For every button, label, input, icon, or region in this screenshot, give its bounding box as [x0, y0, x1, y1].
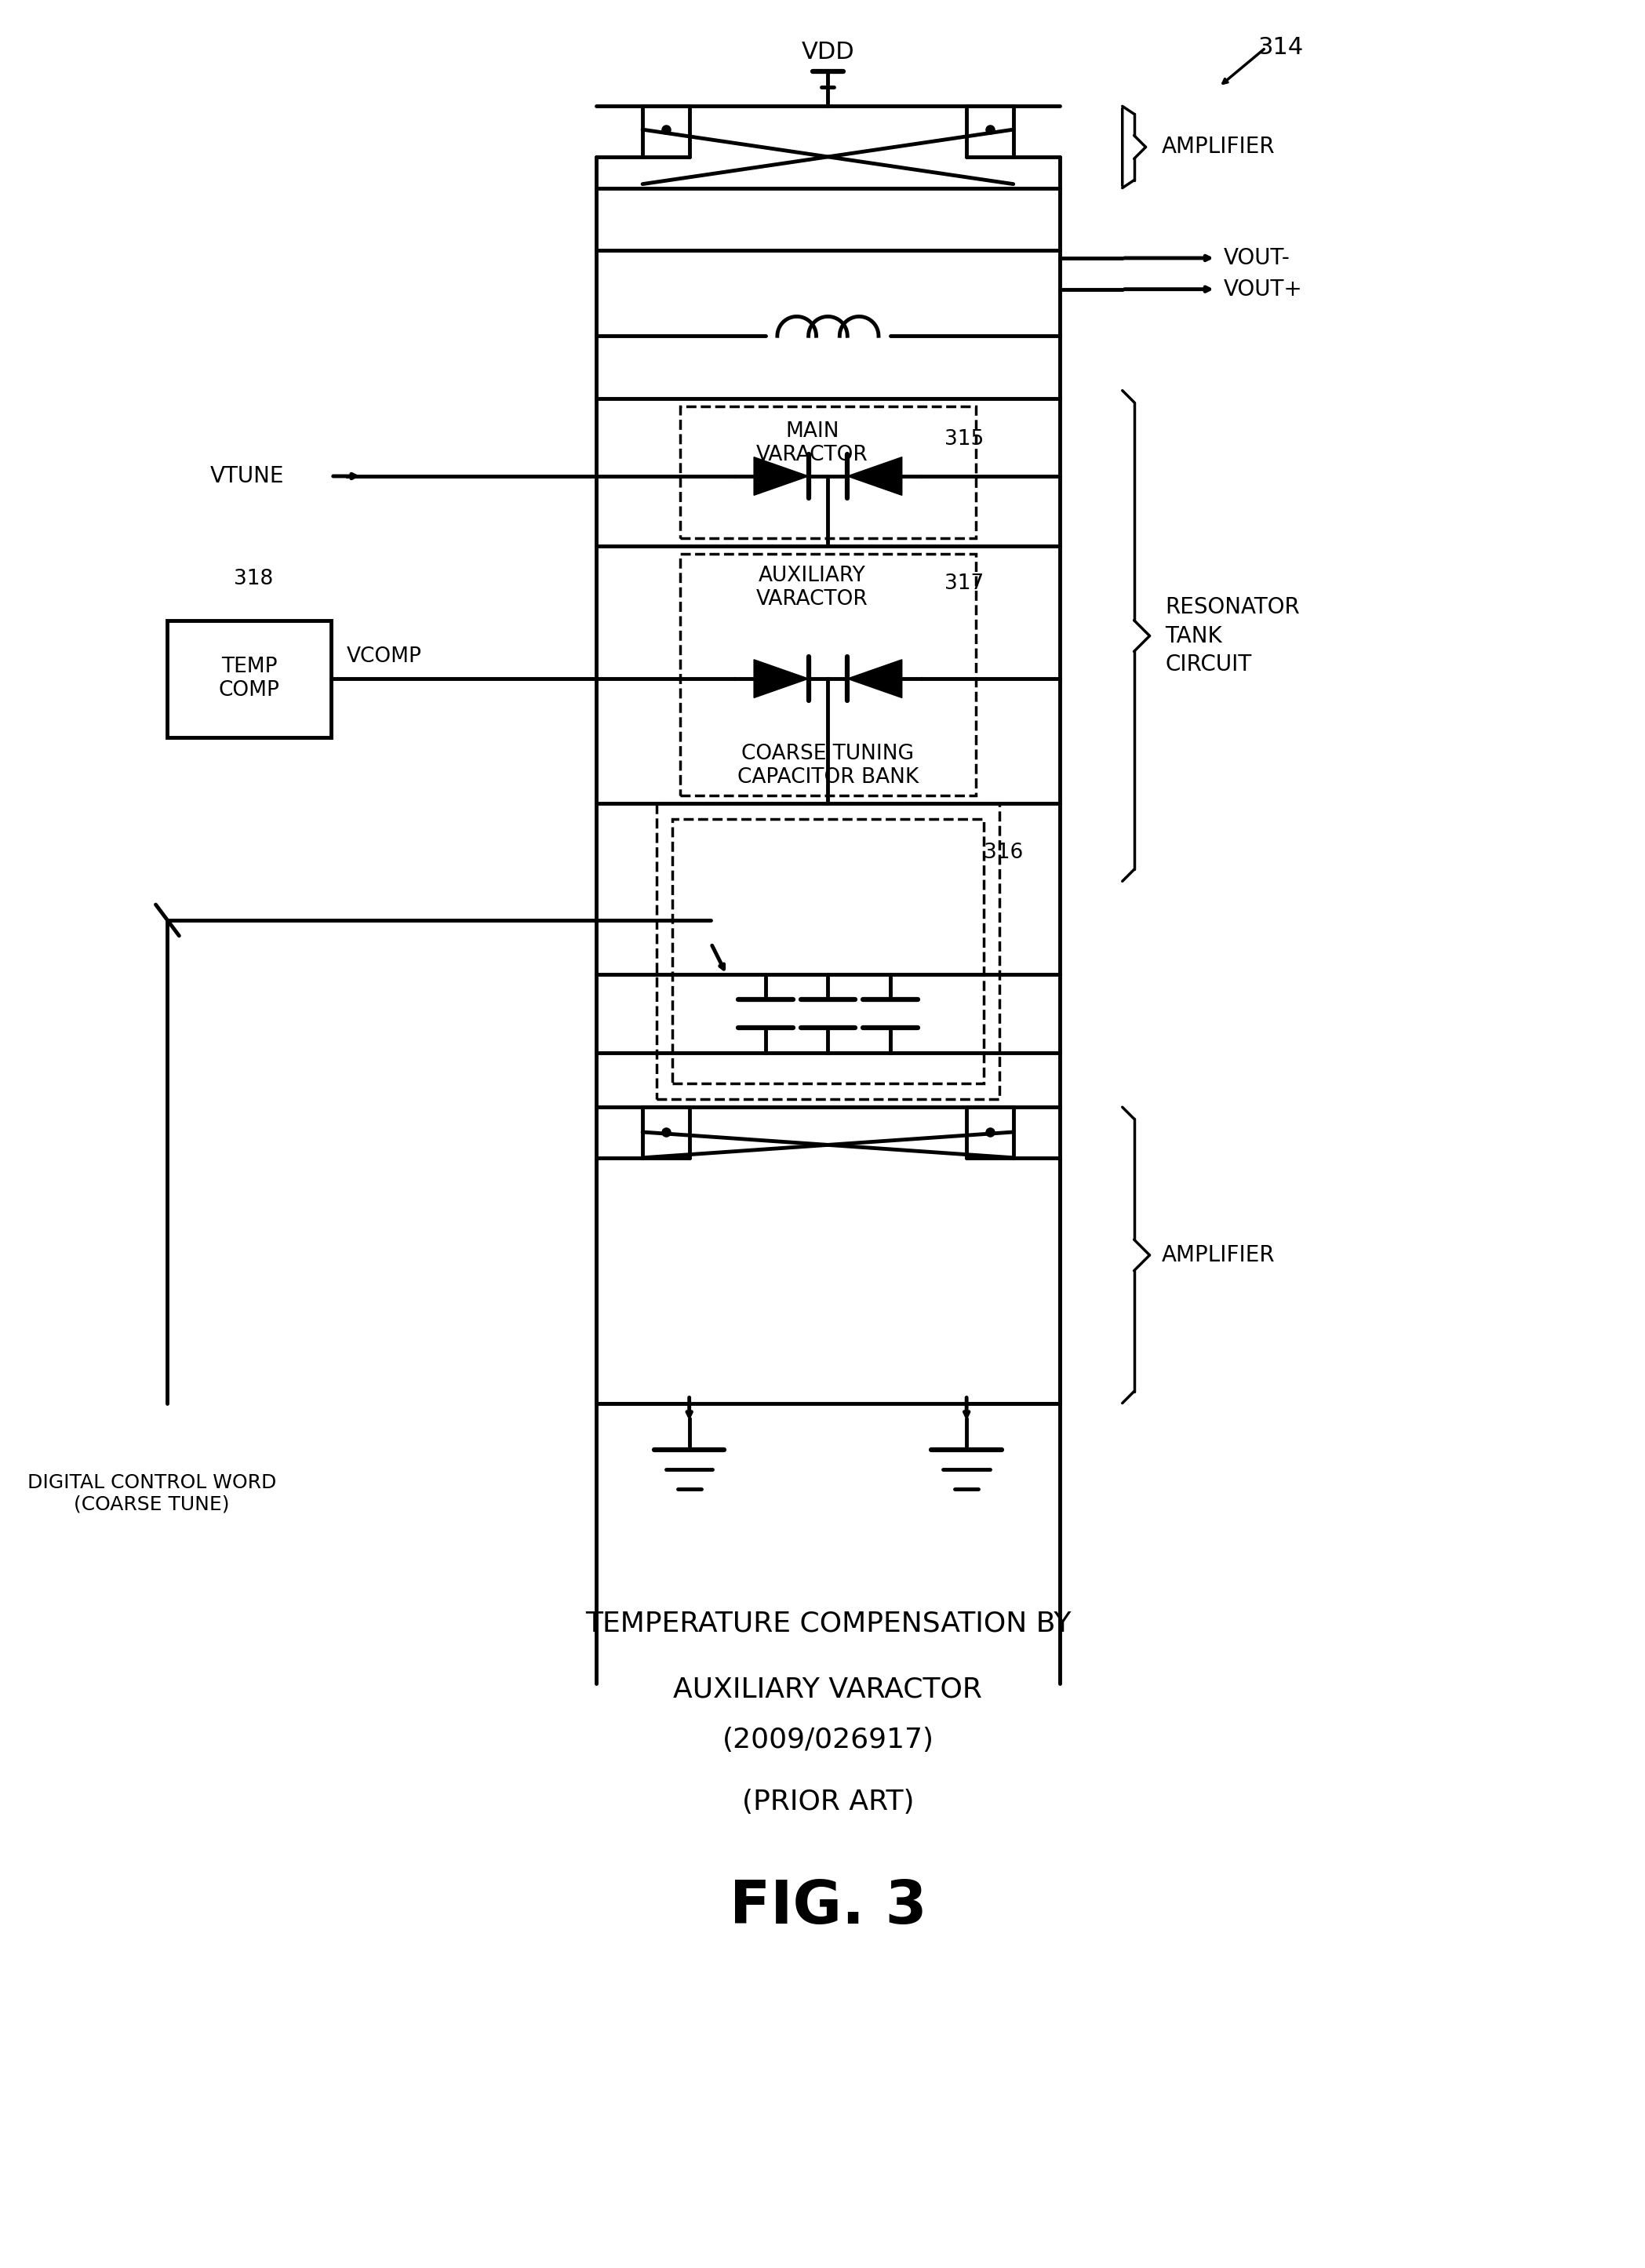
Text: VOUT+: VOUT+ — [1224, 279, 1303, 299]
Text: VDD: VDD — [801, 41, 854, 64]
Text: (2009/026917): (2009/026917) — [722, 1726, 934, 1753]
Text: TEMP
COMP: TEMP COMP — [219, 658, 280, 701]
Text: AUXILIARY
VARACTOR: AUXILIARY VARACTOR — [757, 565, 869, 610]
Text: 317: 317 — [944, 574, 984, 594]
Bar — [168, 619, 331, 737]
Bar — [679, 553, 975, 796]
Text: TEMPERATURE COMPENSATION BY: TEMPERATURE COMPENSATION BY — [586, 1610, 1071, 1637]
Polygon shape — [847, 458, 901, 494]
Polygon shape — [847, 660, 901, 699]
Text: 315: 315 — [944, 429, 984, 449]
Text: 314: 314 — [1258, 36, 1303, 59]
Text: VOUT-: VOUT- — [1224, 247, 1290, 270]
Text: AMPLIFIER: AMPLIFIER — [1161, 136, 1275, 159]
Text: AUXILIARY VARACTOR: AUXILIARY VARACTOR — [673, 1676, 982, 1703]
Text: VCOMP: VCOMP — [347, 646, 421, 667]
Polygon shape — [753, 458, 808, 494]
Bar — [673, 819, 984, 1084]
Text: 316: 316 — [984, 841, 1023, 862]
Text: (PRIOR ART): (PRIOR ART) — [742, 1789, 915, 1814]
Text: 318: 318 — [234, 569, 273, 590]
Text: VTUNE: VTUNE — [211, 465, 285, 488]
Text: FIG. 3: FIG. 3 — [729, 1878, 926, 1937]
Polygon shape — [753, 660, 808, 699]
Text: MAIN
VARACTOR: MAIN VARACTOR — [757, 422, 869, 465]
Text: DIGITAL CONTROL WORD
(COARSE TUNE): DIGITAL CONTROL WORD (COARSE TUNE) — [28, 1474, 276, 1513]
Text: RESONATOR
TANK
CIRCUIT: RESONATOR TANK CIRCUIT — [1165, 596, 1300, 676]
Text: COARSE TUNING
CAPACITOR BANK: COARSE TUNING CAPACITOR BANK — [737, 744, 918, 787]
Bar — [656, 803, 999, 1100]
Text: AMPLIFIER: AMPLIFIER — [1161, 1245, 1275, 1266]
Bar — [679, 406, 975, 538]
